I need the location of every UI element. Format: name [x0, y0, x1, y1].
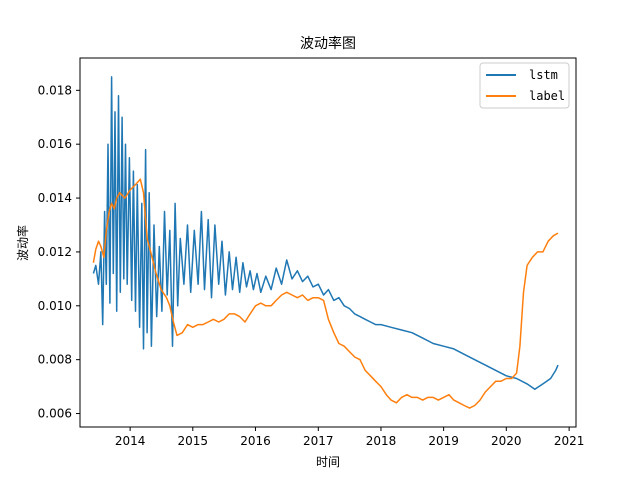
x-axis: 2014 2015 2016 2017 2018 2019 2020 2021: [115, 427, 585, 448]
legend: lstm label: [479, 62, 570, 109]
x-tick-label: 2016: [240, 434, 271, 448]
y-tick-label: 0.014: [38, 191, 72, 205]
y-tick-label: 0.006: [38, 407, 72, 421]
y-tick-label: 0.012: [38, 245, 72, 259]
x-tick-label: 2015: [178, 434, 209, 448]
plot-area: [80, 58, 576, 427]
series-line-label: [92, 178, 559, 409]
x-tick-label: 2019: [428, 434, 459, 448]
legend-label-label: label: [529, 89, 565, 103]
x-tick-label: 2017: [303, 434, 334, 448]
x-tick-label: 2018: [366, 434, 397, 448]
x-tick-label: 2020: [491, 434, 522, 448]
y-tick-label: 0.018: [38, 83, 72, 97]
series-line-lstm: [92, 76, 559, 391]
y-tick-label: 0.008: [38, 353, 72, 367]
series-layer: [92, 76, 559, 409]
x-tick-label: 2021: [554, 434, 585, 448]
x-tick-label: 2014: [115, 434, 146, 448]
plot-frame: [79, 57, 577, 428]
chart-title: 波动率图: [300, 35, 356, 52]
x-axis-label: 时间: [316, 455, 340, 469]
y-axis: 0.006 0.008 0.010 0.012 0.014 0.016 0.018: [38, 83, 80, 421]
y-tick-label: 0.010: [38, 299, 72, 313]
legend-label-lstm: lstm: [529, 68, 558, 82]
y-axis-label: 波动率: [15, 225, 30, 261]
y-tick-label: 0.016: [38, 137, 72, 151]
